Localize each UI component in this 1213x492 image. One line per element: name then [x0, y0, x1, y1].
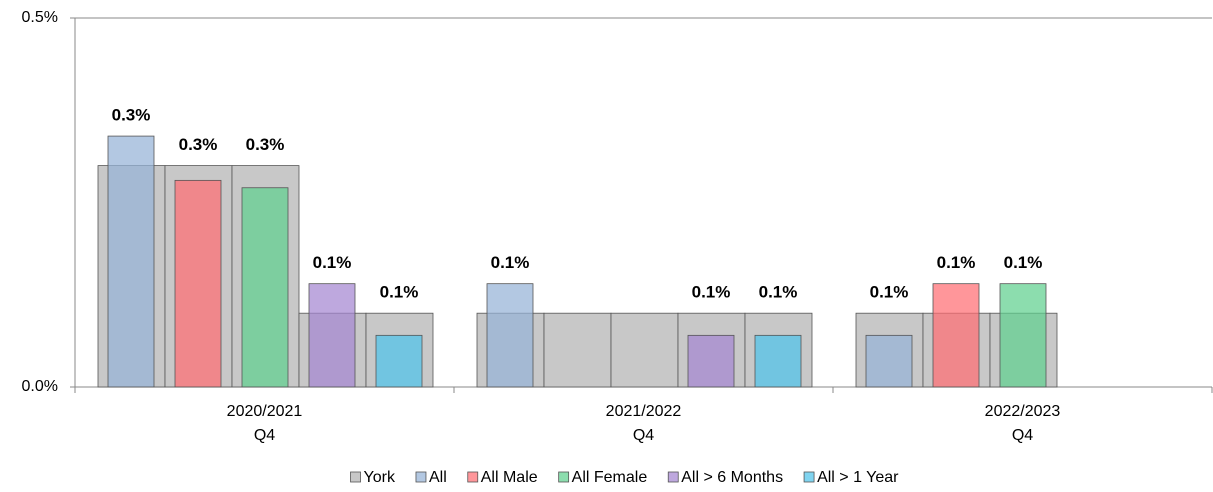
bar: [754, 334, 802, 388]
bar: [308, 283, 356, 388]
legend-swatch: [467, 471, 479, 483]
data-label: 0.3%: [179, 135, 218, 154]
x-tick-label: Q4: [1012, 427, 1033, 444]
bar: [687, 334, 735, 388]
bar: [241, 187, 289, 388]
data-label: 0.1%: [313, 253, 352, 272]
legend-label: All: [429, 469, 447, 486]
x-tick-label: Q4: [633, 427, 654, 444]
data-label: 0.1%: [759, 283, 798, 302]
y-tick-label: 0.0%: [22, 378, 58, 395]
legend-swatch: [415, 471, 427, 483]
x-tick-label: 2020/2021: [227, 403, 303, 420]
data-label: 0.1%: [692, 283, 731, 302]
legend-label: All Male: [481, 469, 538, 486]
data-label: 0.1%: [1004, 253, 1043, 272]
bar: [543, 312, 612, 388]
x-tick-label: Q4: [254, 427, 275, 444]
x-tick-label: 2022/2023: [985, 403, 1061, 420]
data-label: 0.1%: [870, 283, 909, 302]
legend-label: York: [364, 469, 396, 486]
y-tick-label: 0.5%: [22, 9, 58, 26]
data-label: 0.1%: [380, 283, 419, 302]
legend-label: All > 6 Months: [681, 469, 783, 486]
data-label: 0.3%: [246, 135, 285, 154]
data-label: 0.1%: [491, 253, 530, 272]
data-label: 0.3%: [112, 106, 151, 125]
legend-swatch: [350, 471, 361, 483]
legend-label: All Female: [572, 469, 648, 486]
bar: [932, 283, 980, 388]
bar: [107, 135, 155, 388]
bar: [174, 179, 222, 388]
bar: [999, 283, 1047, 388]
legend-swatch: [803, 471, 815, 483]
bar: [375, 334, 423, 388]
bar: [486, 283, 534, 388]
bar: [865, 334, 913, 388]
x-tick-label: 2021/2022: [606, 403, 682, 420]
data-label: 0.1%: [937, 253, 976, 272]
legend-swatch: [667, 471, 679, 483]
legend-swatch: [558, 471, 570, 483]
legend-label: All > 1 Year: [817, 469, 899, 486]
bar: [610, 312, 679, 388]
